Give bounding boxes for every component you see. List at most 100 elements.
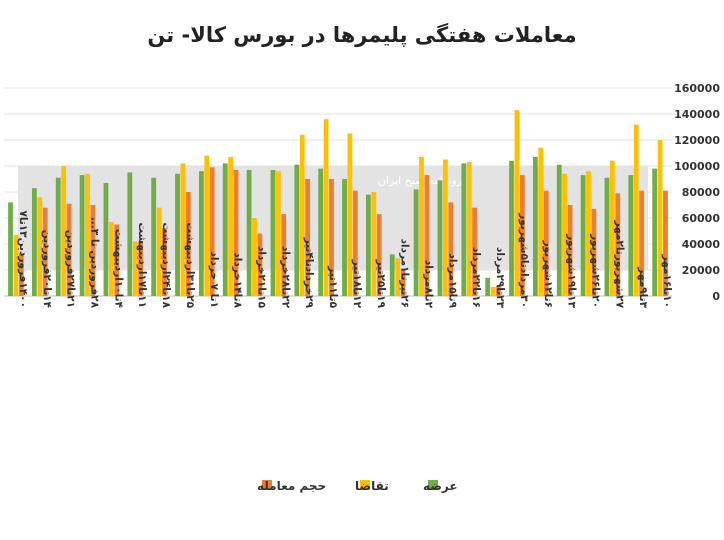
bar (591, 208, 597, 296)
bar (162, 228, 167, 296)
bar (90, 205, 96, 296)
bar (18, 253, 24, 296)
x-tick-label: ۲۲تا۲۸خرداد (279, 246, 291, 309)
bar (257, 233, 263, 296)
bar (543, 190, 549, 296)
bar (156, 207, 162, 296)
bar (424, 175, 430, 296)
bar (395, 258, 401, 296)
bar (228, 156, 234, 296)
x-tick-label: ۱۱تا۱۷اردیبهشت (136, 222, 148, 308)
x-tick-label: ۵تا۱۱تیر (327, 265, 339, 308)
bar (151, 177, 157, 296)
bar (323, 119, 329, 296)
x-tick-label: ۱۵تا۲۱خرداد (256, 246, 268, 309)
bar (586, 171, 591, 296)
x-tick-label: ۳تا۹مهر (637, 266, 649, 308)
y-tick-label: 40000 (682, 238, 721, 251)
y-tick-label: 100000 (674, 160, 720, 173)
bar (42, 207, 48, 296)
bar (633, 124, 639, 297)
x-tick-label: ۲۱تا۲۷فروردین (65, 230, 77, 308)
bar (352, 190, 358, 296)
bar (413, 189, 419, 296)
x-tick-label: ۲۰تا۲۶شهریور (590, 233, 602, 308)
bar (466, 162, 472, 296)
bar (509, 160, 514, 296)
bar (389, 254, 395, 296)
bar (490, 286, 496, 296)
bar (376, 214, 382, 296)
x-tick-label: ۲۳تا۲۹مرداد (494, 247, 506, 309)
bar (318, 168, 324, 296)
bar (371, 192, 377, 296)
x-tick-label: ۱۳تا۱۹شهریور (566, 233, 578, 308)
bar (442, 159, 448, 296)
bar (246, 169, 252, 296)
x-tick-label: ۱۰تا۱۶مهر (661, 253, 673, 308)
bar (329, 179, 334, 296)
bar (461, 163, 467, 296)
bar (485, 277, 491, 296)
bar (108, 221, 114, 296)
x-axis: ۱۴۰۰فروردین۱۳تا۷ ۱۴تا۲۰فروردین ۲۱تا۲۷فرورد… (17, 210, 673, 308)
legend-swatch (262, 480, 272, 490)
y-tick-label: 120000 (674, 134, 720, 147)
bar (556, 164, 562, 296)
bar (628, 175, 634, 296)
y-axis: 0 20000 40000 60000 80000 100000 120000 140000 1… (674, 82, 720, 303)
x-tick-label: ۸تا۱۴خرداد (232, 252, 244, 308)
bar (8, 202, 13, 296)
bar (85, 173, 90, 296)
bar (562, 173, 568, 296)
bar (496, 285, 501, 296)
x-tick-label: ۱۸تا۲۴اردیبهشت (160, 222, 172, 308)
chart-title: معاملات هفتگی پلیمرها در بورس کالا- تن (147, 22, 576, 47)
legend-swatch (360, 480, 370, 490)
bar (185, 192, 191, 296)
bar (175, 173, 180, 296)
x-tick-label: ۱۲تا۱۸تیر (351, 259, 363, 309)
bar (437, 180, 443, 296)
bar (294, 164, 300, 296)
bar (347, 133, 353, 296)
legend-swatch (428, 480, 438, 490)
x-tick-label: ۲۹خردادتا۴تیر (303, 237, 315, 309)
x-tick-label: ۱۶تا۲۲مرداد (470, 247, 482, 308)
bar (252, 218, 257, 296)
y-tick-label: 160000 (674, 82, 720, 95)
bar (299, 134, 305, 296)
bar (270, 169, 276, 296)
x-tick-label: ۱تا ۷ خرداد (208, 251, 220, 308)
legend-label: عرضه (423, 479, 458, 493)
bar (61, 166, 67, 296)
bar (532, 156, 538, 296)
bar (198, 171, 204, 296)
y-tick-label: 60000 (682, 212, 721, 225)
bar (66, 203, 72, 296)
bar (580, 175, 586, 296)
x-tick-label: ۹تا۱۵مرداد (446, 253, 458, 308)
x-tick-label: ۲تا۸مرداد (423, 260, 435, 309)
bar (519, 175, 525, 296)
bar (342, 179, 347, 296)
bar (400, 268, 406, 296)
bar (609, 160, 615, 296)
x-tick-label: ۴تا۱۰اردیبهشت (112, 229, 124, 309)
legend: عرضه تقاضا حجم معامله (257, 479, 458, 493)
bar (55, 177, 61, 296)
bar (514, 110, 520, 296)
x-tick-label: ۱۹تا۲۵تیر (375, 259, 387, 309)
bar (538, 147, 544, 296)
bar (604, 177, 610, 296)
bar (275, 171, 281, 296)
y-tick-label: 140000 (674, 108, 720, 121)
x-tick-label: ۲۸فروردین تا ۳... (89, 217, 101, 309)
legend-label: تقاضا (355, 479, 389, 493)
x-tick-label: ۲۶تیرتا۱مرداد (399, 239, 411, 308)
bar (233, 169, 239, 296)
bar (567, 205, 573, 296)
bar (222, 163, 228, 296)
bar (639, 190, 645, 296)
